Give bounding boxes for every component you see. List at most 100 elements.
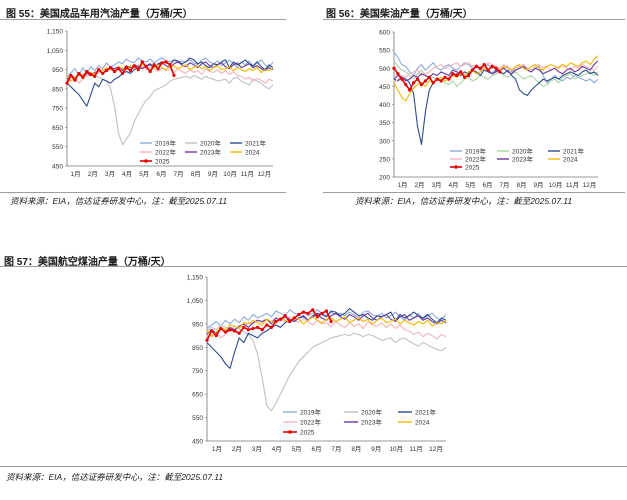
x-tick-label: 12月 (429, 445, 443, 453)
title-rule (323, 19, 625, 20)
series-line (206, 316, 447, 340)
x-tick-label: 2月 (88, 170, 98, 178)
series-point (311, 308, 315, 312)
y-tick-label: 850 (192, 345, 203, 352)
series-point (164, 60, 168, 64)
source-rule (0, 192, 286, 193)
x-tick-label: 1月 (397, 181, 407, 189)
y-tick-label: 750 (52, 106, 63, 113)
series-point (260, 328, 264, 332)
legend-label: 2022年 (300, 417, 321, 426)
series-point (93, 74, 97, 78)
legend-label: 2024 (563, 156, 578, 163)
series-point (132, 64, 136, 68)
series-point (85, 69, 89, 74)
title-rule (0, 19, 286, 20)
series-point (101, 71, 105, 76)
x-tick-label: 8月 (351, 445, 361, 453)
series-point (251, 326, 255, 331)
x-tick-label: 5月 (139, 170, 149, 178)
x-tick-label: 9月 (533, 181, 543, 189)
series-point (223, 330, 227, 334)
series-point (463, 75, 467, 79)
x-tick-label: 12月 (583, 181, 597, 189)
series-line (393, 69, 599, 145)
source-note: 资料来源：EIA，信达证券研发中心，注：截至2025.07.11 (6, 472, 224, 482)
source-rule (323, 192, 625, 193)
series-point (329, 319, 333, 324)
series-point (288, 319, 292, 324)
series-point (470, 68, 475, 72)
series-point (408, 88, 412, 92)
y-tick-label: 450 (192, 439, 203, 446)
series-point (116, 67, 121, 71)
series-point (232, 329, 237, 333)
series-point (105, 68, 109, 73)
y-tick-label: 350 (379, 120, 390, 127)
legend-label: 2020年 (361, 407, 382, 416)
series-point (392, 66, 396, 70)
series-point (427, 75, 431, 79)
y-tick-label: 950 (52, 67, 63, 74)
legend-label: 2025 (155, 158, 170, 165)
series-point (172, 73, 176, 77)
legend-label: 2019年 (155, 138, 176, 147)
y-tick-label: 550 (379, 48, 390, 55)
series-point (283, 314, 287, 318)
series-line (66, 71, 274, 146)
series-point (69, 73, 73, 77)
legend-label: 2023年 (361, 417, 382, 426)
series-point (237, 331, 241, 335)
series-point (297, 312, 301, 317)
series-point (400, 77, 404, 81)
x-tick-label: 3月 (431, 181, 441, 189)
y-tick-label: 1,150 (187, 275, 204, 282)
series-line (66, 57, 274, 78)
x-tick-label: 4月 (122, 170, 132, 178)
series-point (278, 317, 283, 321)
legend-label: 2021年 (415, 407, 436, 416)
legend-marker (288, 430, 292, 434)
legend-label: 2023年 (512, 154, 533, 163)
legend-label: 2020年 (512, 146, 533, 155)
legend-label: 2024 (415, 419, 430, 426)
series-point (205, 338, 209, 342)
x-tick-label: 4月 (272, 445, 282, 453)
legend-label: 2025 (300, 429, 315, 436)
x-tick-label: 8月 (516, 181, 526, 189)
series-point (124, 66, 129, 70)
figure-title: 图 57：美国航空煤油产量（万桶/天） (4, 257, 171, 268)
source-note: 资料来源：EIA，信达证券研发中心，注：截至2025.07.11 (10, 196, 228, 206)
series-point (65, 81, 69, 85)
y-tick-label: 400 (379, 102, 390, 109)
series-point (324, 309, 329, 313)
series-line (206, 312, 447, 335)
series-point (242, 325, 246, 329)
x-tick-label: 10月 (549, 181, 563, 189)
x-tick-label: 3月 (105, 170, 115, 178)
source-rule (0, 466, 627, 467)
series-point (482, 63, 486, 67)
y-tick-label: 650 (52, 125, 63, 132)
series-point (89, 72, 93, 76)
series-point (246, 328, 250, 332)
x-tick-label: 11月 (566, 181, 579, 189)
series-point (419, 82, 424, 87)
x-tick-label: 3月 (252, 445, 262, 453)
y-tick-label: 1,050 (47, 48, 64, 55)
series-point (148, 69, 152, 74)
y-tick-label: 450 (52, 164, 63, 171)
series-point (423, 79, 427, 83)
series-point (447, 77, 451, 81)
legend-label: 2025 (465, 164, 480, 171)
series-point (306, 311, 310, 315)
x-tick-label: 12月 (258, 170, 272, 178)
series-point (396, 72, 400, 76)
series-line (393, 62, 599, 84)
series-point (152, 63, 156, 67)
series-point (108, 66, 113, 70)
x-tick-label: 6月 (156, 170, 166, 178)
x-tick-label: 5月 (292, 445, 302, 453)
y-tick-label: 1,150 (47, 29, 64, 36)
